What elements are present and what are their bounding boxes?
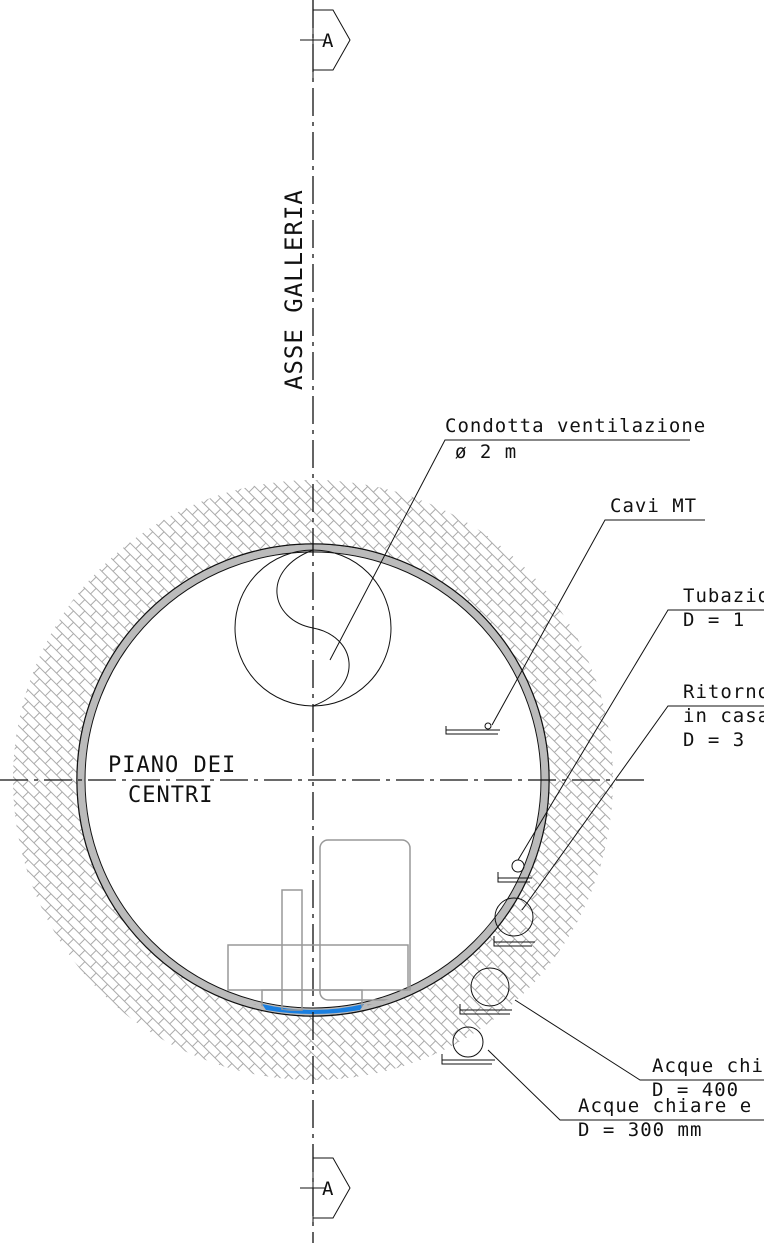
section-mark-top: A xyxy=(300,8,351,78)
label: Tubazio xyxy=(683,585,764,607)
axis-label: ASSE GALLERIA xyxy=(280,189,308,390)
label: Ritorno xyxy=(683,681,764,703)
label: Acque chiare e xyxy=(578,1095,752,1117)
ventilation-duct xyxy=(234,549,392,707)
plane-label: CENTRI xyxy=(128,783,213,808)
section-mark-bottom: A xyxy=(300,1150,351,1225)
plane-label: PIANO DEI xyxy=(108,753,236,778)
label: D = 1 xyxy=(683,609,745,631)
label: Acque chi xyxy=(652,1055,764,1077)
section-letter: A xyxy=(322,1178,334,1200)
section-letter: A xyxy=(322,30,334,52)
label: in casa xyxy=(683,705,764,727)
label: ø 2 m xyxy=(455,441,517,463)
label: Cavi MT xyxy=(610,495,697,517)
water xyxy=(262,1004,364,1014)
label: Condotta ventilazione xyxy=(445,415,706,437)
pipes xyxy=(441,722,535,1065)
label: D = 3 xyxy=(683,729,745,751)
label: D = 400 xyxy=(652,1079,739,1101)
label: D = 300 mm xyxy=(578,1119,702,1141)
leaders xyxy=(329,439,764,1121)
